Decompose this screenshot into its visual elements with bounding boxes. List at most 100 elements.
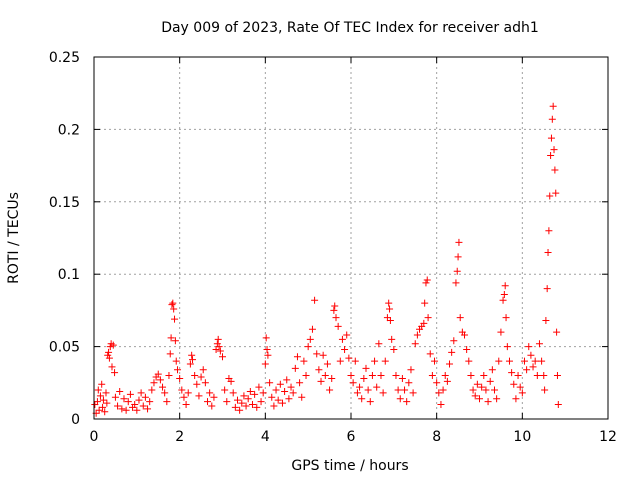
data-point bbox=[106, 343, 114, 351]
data-point bbox=[336, 357, 344, 365]
data-point bbox=[285, 395, 293, 403]
data-point bbox=[538, 357, 546, 365]
data-point bbox=[293, 353, 301, 361]
data-point bbox=[379, 389, 387, 397]
data-point bbox=[165, 372, 173, 380]
data-point bbox=[208, 402, 216, 410]
data-point bbox=[96, 392, 104, 400]
data-point bbox=[535, 340, 543, 348]
data-point bbox=[159, 383, 167, 391]
data-point bbox=[178, 386, 186, 394]
data-point bbox=[171, 315, 179, 323]
data-point bbox=[523, 366, 531, 374]
y-tick-label: 0.25 bbox=[49, 50, 80, 66]
data-point bbox=[527, 351, 535, 359]
data-point bbox=[550, 146, 558, 154]
data-point bbox=[261, 360, 269, 368]
data-point bbox=[497, 328, 505, 336]
data-point bbox=[441, 372, 449, 380]
data-point bbox=[435, 389, 443, 397]
data-point bbox=[104, 351, 112, 359]
data-point bbox=[549, 102, 557, 110]
data-point bbox=[540, 372, 548, 380]
data-point bbox=[373, 383, 381, 391]
x-tick-label: 8 bbox=[432, 429, 441, 445]
data-point bbox=[144, 405, 152, 413]
data-point bbox=[114, 402, 122, 410]
data-point bbox=[413, 331, 421, 339]
data-point bbox=[306, 335, 314, 343]
data-point bbox=[501, 282, 509, 290]
data-point bbox=[201, 379, 209, 387]
data-point bbox=[529, 363, 537, 371]
data-point bbox=[268, 393, 276, 401]
data-point bbox=[548, 115, 556, 123]
data-point bbox=[431, 357, 439, 365]
data-point bbox=[163, 398, 171, 406]
data-point bbox=[366, 398, 374, 406]
data-point bbox=[242, 402, 250, 410]
data-point bbox=[206, 389, 214, 397]
data-point bbox=[490, 386, 498, 394]
data-point bbox=[385, 299, 393, 307]
data-point bbox=[461, 331, 469, 339]
data-point bbox=[240, 392, 248, 400]
data-point bbox=[381, 357, 389, 365]
data-point bbox=[296, 379, 304, 387]
axis-ticks: 0 2 4 6 8 10 12 0 0.05 0.1 0.15 0.2 0.25 bbox=[49, 50, 617, 445]
y-tick-label: 0 bbox=[71, 412, 80, 428]
data-point bbox=[543, 285, 551, 293]
data-point bbox=[248, 401, 256, 409]
data-point bbox=[446, 360, 454, 368]
data-point bbox=[266, 379, 274, 387]
data-point bbox=[210, 393, 218, 401]
data-point bbox=[554, 401, 562, 409]
data-point bbox=[500, 290, 508, 298]
data-point bbox=[195, 392, 203, 400]
data-point bbox=[182, 401, 190, 409]
data-point bbox=[392, 372, 400, 380]
data-point bbox=[424, 314, 432, 322]
data-point bbox=[383, 314, 391, 322]
data-point bbox=[133, 406, 141, 414]
data-point bbox=[170, 305, 178, 313]
data-point bbox=[421, 299, 429, 307]
data-point bbox=[488, 366, 496, 374]
data-point bbox=[454, 253, 462, 261]
data-point bbox=[300, 357, 308, 365]
data-point bbox=[544, 248, 552, 256]
data-point bbox=[99, 403, 107, 411]
data-point bbox=[137, 389, 145, 397]
data-point bbox=[109, 341, 117, 349]
data-point bbox=[246, 387, 254, 395]
data-point bbox=[493, 395, 501, 403]
data-point bbox=[525, 343, 533, 351]
data-point bbox=[347, 372, 355, 380]
data-point bbox=[274, 396, 282, 404]
data-point bbox=[124, 398, 132, 406]
data-point bbox=[552, 189, 560, 197]
data-point bbox=[168, 301, 176, 309]
data-point bbox=[448, 348, 456, 356]
data-point bbox=[541, 386, 549, 394]
data-point bbox=[533, 372, 541, 380]
data-point bbox=[505, 357, 513, 365]
data-point bbox=[495, 357, 503, 365]
data-point bbox=[390, 345, 398, 353]
data-point bbox=[257, 398, 265, 406]
data-point bbox=[188, 351, 196, 359]
data-point bbox=[420, 319, 428, 327]
data-point bbox=[204, 398, 212, 406]
data-point bbox=[332, 314, 340, 322]
data-point bbox=[471, 392, 479, 400]
data-point bbox=[131, 401, 139, 409]
data-point bbox=[553, 328, 561, 336]
y-tick-label: 0.15 bbox=[49, 195, 80, 211]
x-tick-label: 2 bbox=[175, 429, 184, 445]
data-point bbox=[227, 377, 235, 385]
data-point bbox=[154, 370, 162, 378]
data-point bbox=[405, 379, 413, 387]
data-point bbox=[169, 299, 177, 307]
data-point bbox=[161, 389, 169, 397]
data-point bbox=[334, 322, 342, 330]
